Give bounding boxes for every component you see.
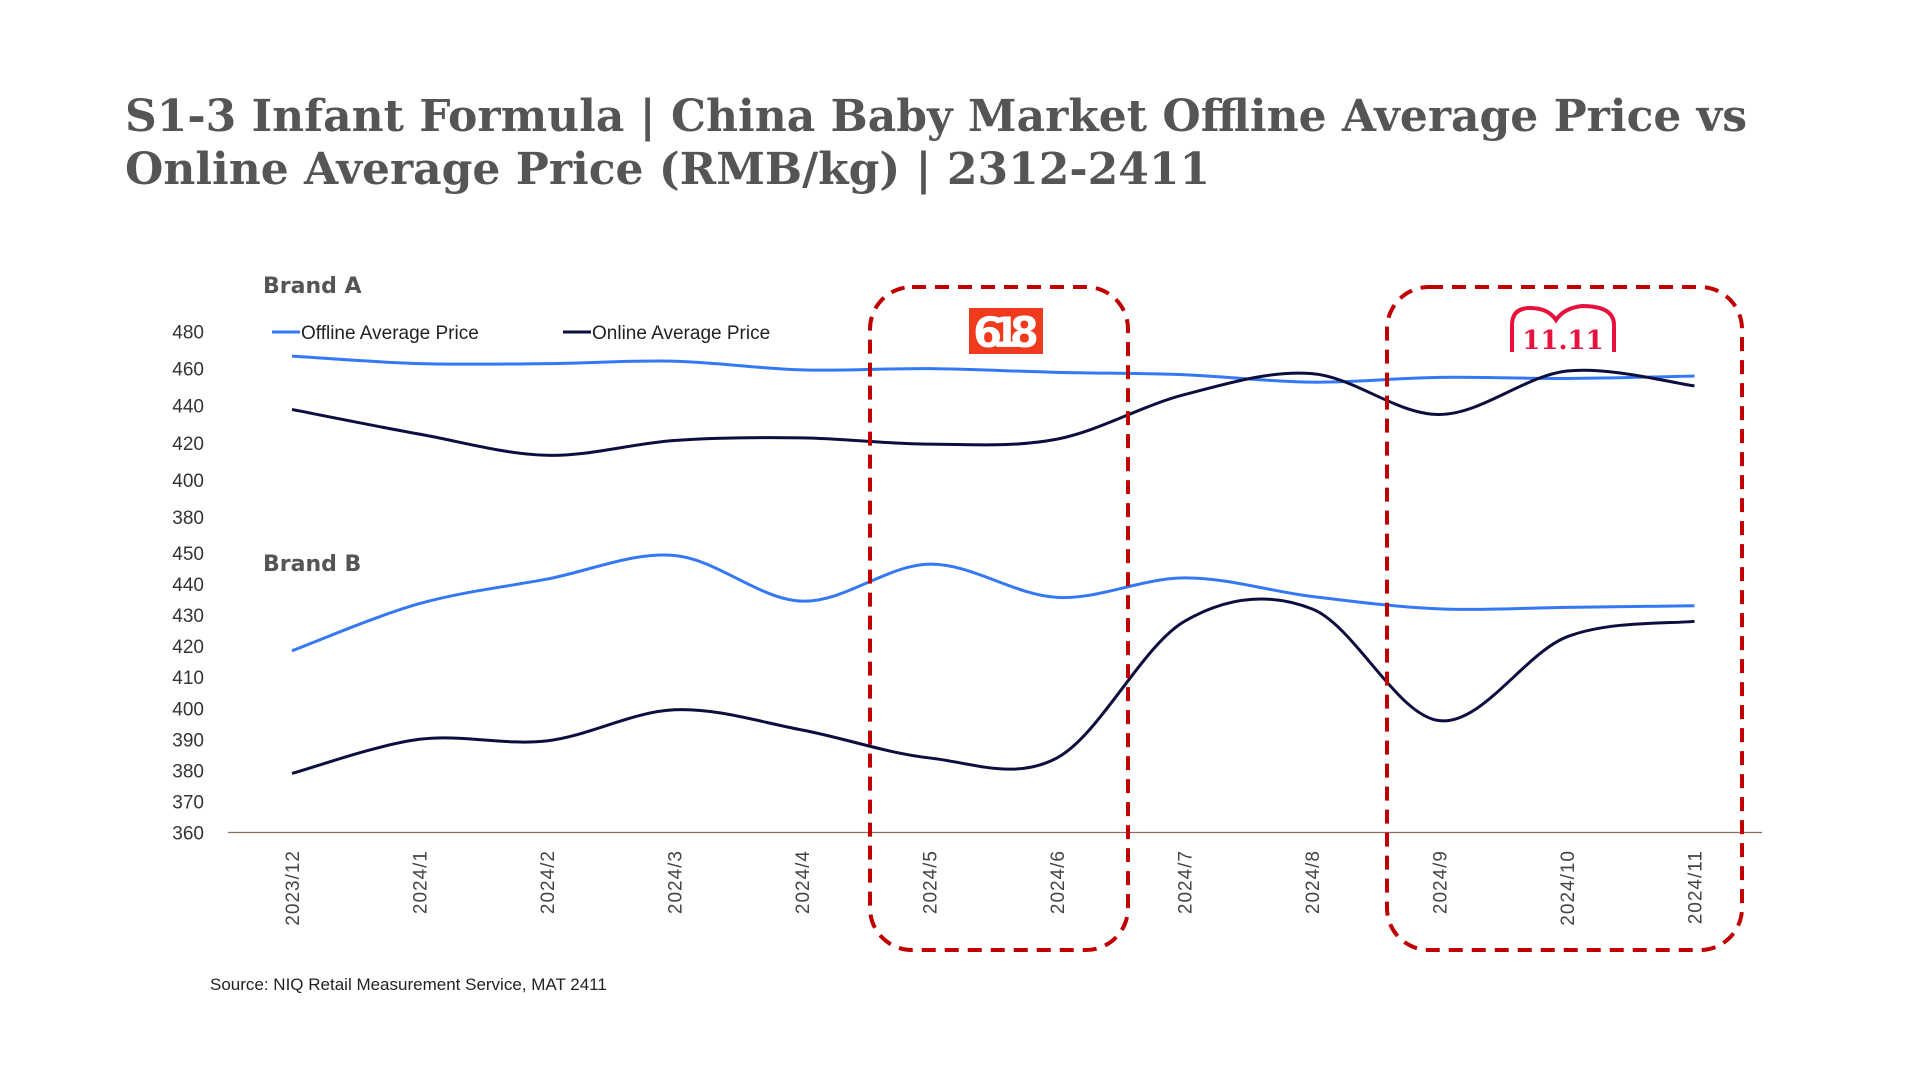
y-tick-label: 450 <box>172 544 204 565</box>
highlight-box-618 <box>868 285 1130 952</box>
y-tick-label: 380 <box>172 508 204 529</box>
logo-1111-text: 11.11 <box>1522 326 1603 356</box>
x-tick-label: 2024/11 <box>1686 850 1707 924</box>
y-tick-label: 460 <box>172 360 204 381</box>
page-title: S1-3 Infant Formula | China Baby Market … <box>125 91 1748 195</box>
618-logo <box>969 308 1043 354</box>
y-tick-label: 420 <box>172 434 204 455</box>
legend-label: Offline Average Price <box>301 323 479 344</box>
panel-title: Brand A <box>263 274 362 299</box>
y-tick-label: 390 <box>172 730 204 751</box>
x-tick-label: 2024/6 <box>1048 850 1069 914</box>
series-line-online <box>291 597 1695 775</box>
panel-title: Brand B <box>263 552 361 577</box>
y-tick-label: 440 <box>172 397 204 418</box>
y-tick-label: 440 <box>172 575 204 596</box>
double-eleven-logo <box>1510 303 1616 352</box>
series-line-online <box>291 368 1695 457</box>
x-tick-label: 2024/2 <box>538 850 559 914</box>
y-tick-label: 430 <box>172 606 204 627</box>
x-tick-label: 2024/7 <box>1176 850 1197 914</box>
y-tick-label: 400 <box>172 699 204 720</box>
x-tick-label: 2024/8 <box>1303 850 1324 914</box>
y-tick-label: 360 <box>172 823 204 844</box>
x-tick-label: 2023/12 <box>283 850 304 926</box>
y-tick-label: 410 <box>172 668 204 689</box>
series-line-offline <box>291 354 1695 384</box>
series-line-offline <box>291 553 1695 653</box>
y-tick-label: 420 <box>172 637 204 658</box>
x-tick-label: 2024/9 <box>1431 850 1452 914</box>
x-tick-label: 2024/4 <box>793 850 814 914</box>
x-tick-label: 2024/10 <box>1558 850 1579 926</box>
y-tick-label: 370 <box>172 792 204 813</box>
source-note: Source: NIQ Retail Measurement Service, … <box>210 975 607 994</box>
y-tick-label: 400 <box>172 471 204 492</box>
x-tick-label: 2024/1 <box>411 850 432 914</box>
y-tick-label: 480 <box>172 323 204 344</box>
legend-label: Online Average Price <box>592 323 770 344</box>
x-tick-label: 2024/5 <box>921 850 942 914</box>
logo-618-text: 618 <box>973 308 1039 357</box>
y-tick-label: 380 <box>172 761 204 782</box>
x-tick-label: 2024/3 <box>666 850 687 914</box>
highlight-box-1111 <box>1385 285 1744 952</box>
